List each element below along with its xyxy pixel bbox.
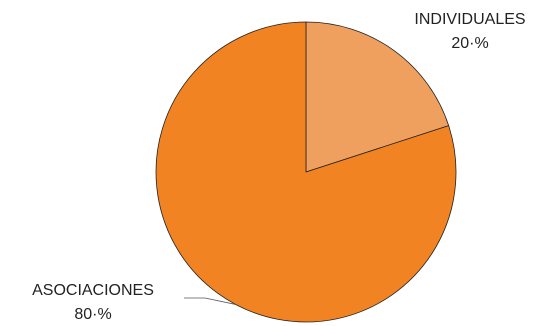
slices-layer [155, 21, 457, 323]
leader-line-asociaciones [184, 297, 236, 305]
leader-lines-layer [184, 297, 236, 305]
labels-layer: INDIVIDUALES 20·% ASOCIACIONES 80·% [32, 11, 525, 323]
slice-label-individuales: INDIVIDUALES [414, 11, 525, 28]
pie-slice-individuales [305, 21, 450, 173]
slice-label-asociaciones: ASOCIACIONES [32, 282, 154, 299]
slice-value-individuales: 20·% [451, 35, 488, 52]
slice-value-asociaciones: 80·% [74, 306, 111, 323]
pie-slice-asociaciones [155, 21, 457, 323]
